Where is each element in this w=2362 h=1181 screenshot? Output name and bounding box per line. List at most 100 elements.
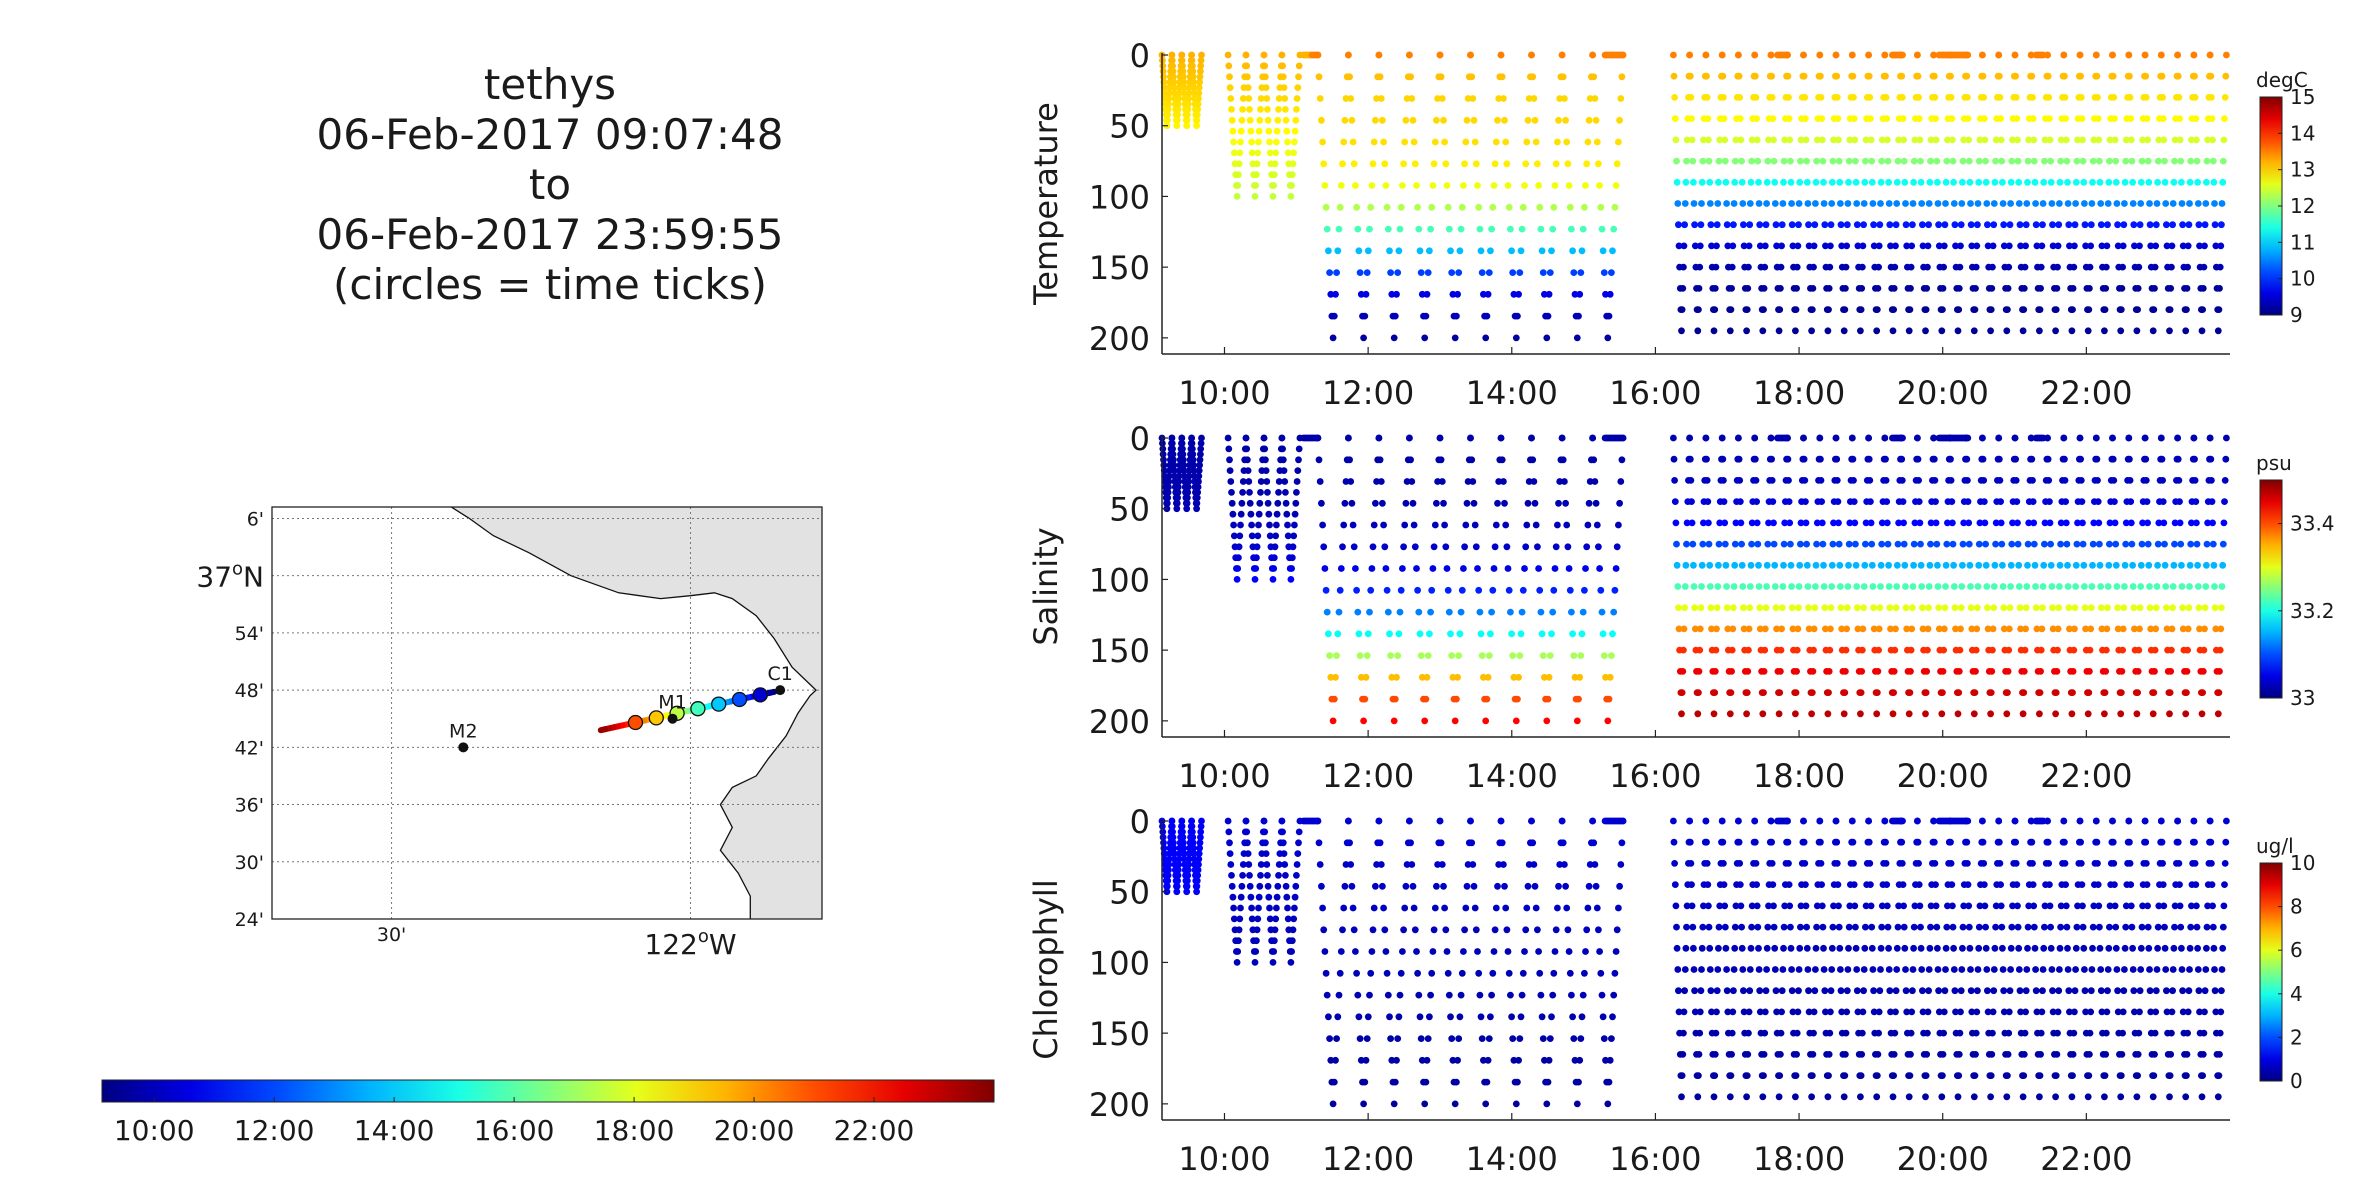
data-point: [2005, 1008, 2013, 1016]
data-point: [1949, 136, 1956, 144]
data-point: [1335, 225, 1343, 233]
data-point: [1239, 872, 1246, 879]
data-point: [1715, 923, 1723, 931]
data-point: [1253, 926, 1261, 934]
data-point: [1248, 904, 1255, 912]
data-point: [1367, 969, 1375, 977]
data-point: [2161, 944, 2169, 952]
data-point: [1745, 625, 1753, 633]
data-point: [1237, 893, 1245, 901]
data-point: [1376, 456, 1384, 464]
colorbar-tick-label: 33.2: [2290, 599, 2335, 623]
data-point: [1762, 604, 1770, 612]
data-point: [1987, 327, 1994, 335]
data-point: [2178, 200, 2186, 207]
data-point: [2137, 561, 2145, 569]
data-point: [1670, 72, 1678, 80]
data-point: [1768, 72, 1775, 80]
data-point: [2201, 604, 2209, 612]
data-point: [2142, 72, 2150, 80]
data-point: [1164, 877, 1172, 885]
data-point: [1889, 1093, 1897, 1101]
data-point: [1868, 178, 1876, 186]
data-point: [1900, 519, 1907, 527]
data-point: [1900, 923, 1908, 931]
data-point: [1908, 1008, 1916, 1016]
data-point: [1457, 225, 1465, 233]
data-point: [2191, 838, 2198, 846]
data-point: [2209, 519, 2216, 527]
data-point: [1236, 915, 1244, 923]
data-point: [2087, 221, 2095, 229]
data-point: [1975, 944, 1983, 952]
data-point: [1753, 519, 1761, 527]
data-point: [1738, 923, 1745, 931]
data-point: [1440, 499, 1447, 507]
data-point: [1714, 583, 1722, 590]
data-point: [1566, 203, 1574, 211]
data-point: [2071, 625, 2078, 633]
data-point: [2069, 1072, 2076, 1079]
data-point: [1252, 565, 1260, 572]
data-point: [1675, 604, 1682, 612]
data-point: [1942, 200, 1949, 207]
data-point: [1891, 646, 1899, 654]
data-point: [1822, 1008, 1829, 1016]
data-point: [1970, 327, 1978, 335]
data-point: [1686, 72, 1694, 80]
data-point: [1686, 838, 1694, 846]
data-point: [2022, 625, 2029, 633]
data-point: [2218, 987, 2225, 995]
data-point: [1710, 710, 1718, 718]
data-point: [1491, 926, 1499, 934]
data-point: [2208, 94, 2215, 101]
data-point: [2144, 157, 2152, 165]
data-point: [2147, 1008, 2155, 1016]
data-point: [1519, 203, 1527, 211]
data-point: [1674, 200, 1682, 207]
data-point: [2081, 987, 2089, 995]
data-point: [2179, 221, 2186, 229]
data-point: [1901, 178, 1909, 186]
data-point: [1811, 987, 1819, 995]
data-point: [1819, 540, 1827, 548]
data-point: [1939, 668, 1947, 675]
data-point: [1728, 285, 1735, 292]
data-point: [1257, 489, 1264, 496]
data-point: [1410, 138, 1418, 146]
data-point: [1270, 182, 1278, 189]
data-point: [1691, 625, 1699, 633]
data-point: [1903, 242, 1911, 250]
data-point: [1451, 1100, 1459, 1108]
data-point: [2171, 923, 2178, 931]
data-point: [1910, 157, 1918, 165]
data-point: [1175, 89, 1183, 97]
data-point: [1430, 160, 1438, 168]
data-point: [1940, 242, 1948, 250]
data-point: [2117, 327, 2125, 335]
data-point: [1890, 668, 1898, 675]
data-point: [2142, 860, 2150, 867]
data-point: [1333, 652, 1340, 659]
data-point: [2040, 944, 2048, 952]
data-point: [1487, 630, 1494, 638]
data-point: [1264, 882, 1272, 890]
data-point: [1703, 94, 1711, 101]
data-point: [1746, 583, 1754, 590]
data-point: [1321, 565, 1329, 572]
data-point: [2133, 1093, 2141, 1101]
data-point: [1673, 944, 1681, 952]
data-point: [1768, 860, 1776, 867]
data-point: [1279, 456, 1287, 464]
data-point: [1857, 306, 1865, 313]
data-point: [1681, 200, 1689, 207]
data-point: [1423, 290, 1431, 298]
data-point: [1878, 540, 1886, 548]
data-point: [1291, 138, 1298, 146]
data-point: [1244, 850, 1252, 857]
data-point: [2117, 689, 2125, 696]
data-point: [2154, 540, 2162, 548]
data-point: [1246, 872, 1253, 879]
data-point: [1289, 160, 1297, 168]
data-point: [2096, 178, 2104, 186]
